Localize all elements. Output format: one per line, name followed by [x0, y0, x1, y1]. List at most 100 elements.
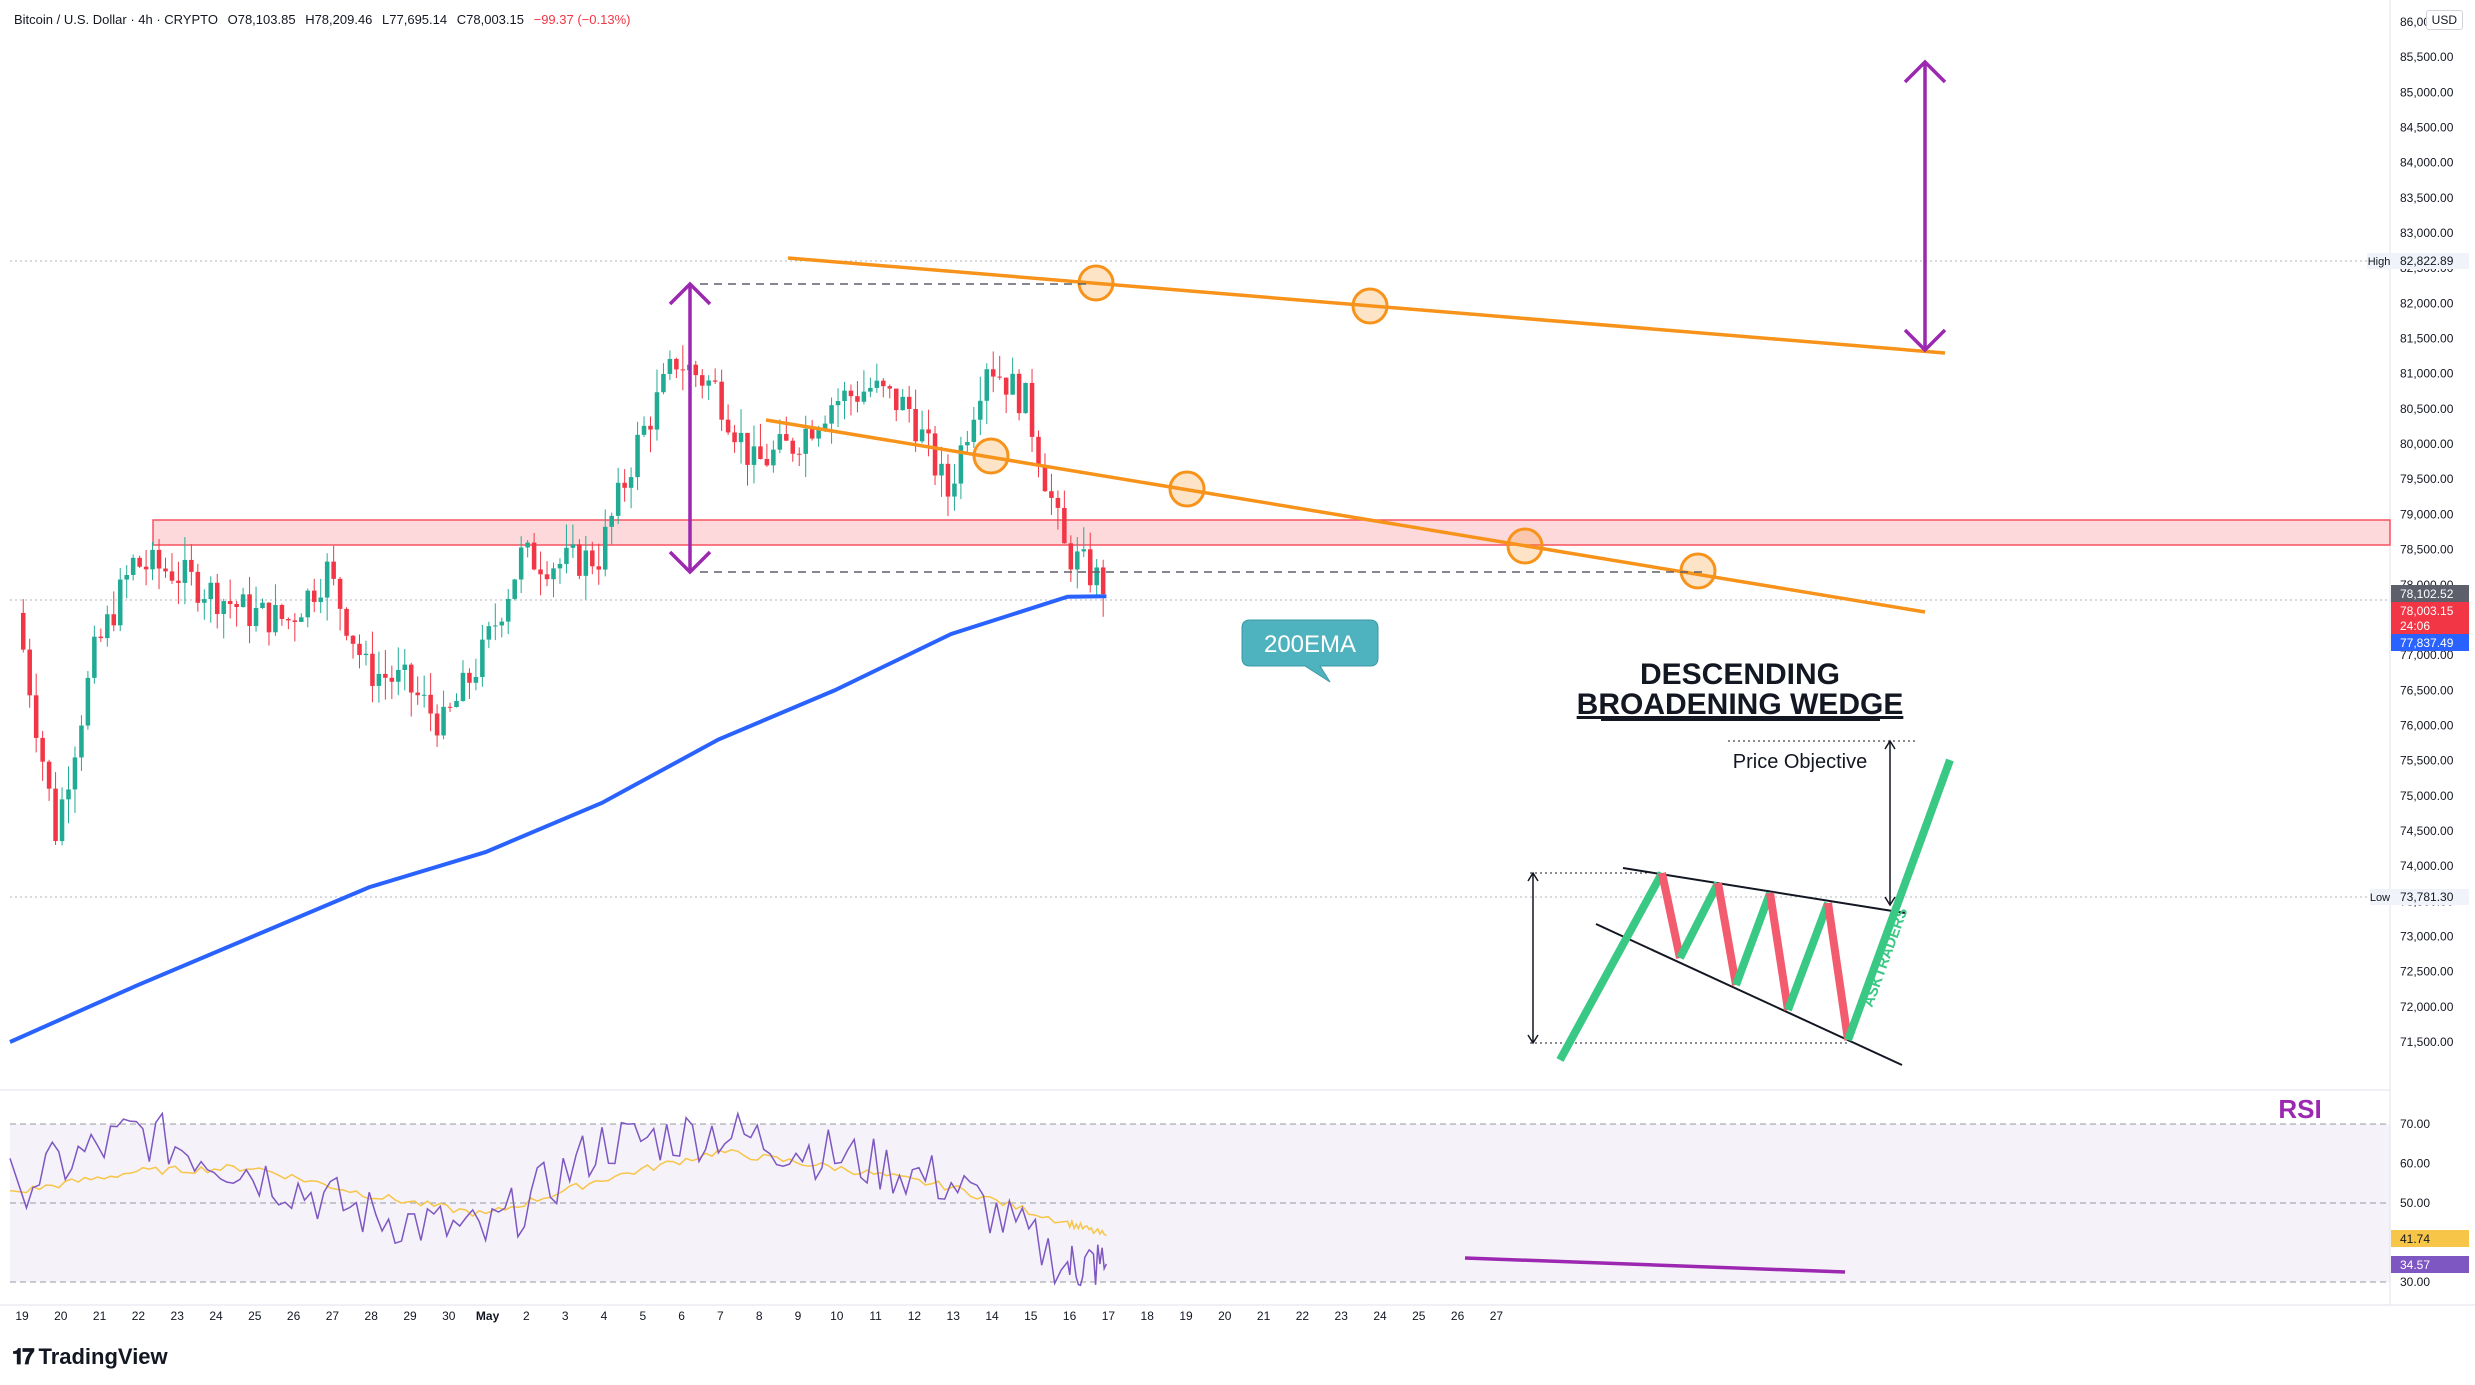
candle-body: [693, 364, 699, 376]
candle-body: [512, 579, 517, 599]
time-tick-label: 25: [248, 1309, 262, 1323]
candle-body: [518, 547, 524, 580]
time-tick-label: May: [476, 1309, 500, 1323]
price-tags: High 82,822.89 Low 73,781.30 78,102.52 7…: [2367, 253, 2469, 1273]
candle-body: [564, 547, 569, 564]
candle-body: [570, 544, 576, 548]
time-tick-label: 22: [1296, 1309, 1310, 1323]
symbol-name[interactable]: Bitcoin / U.S. Dollar · 4h · CRYPTO: [14, 12, 218, 27]
candle-body: [900, 396, 905, 411]
candle-body: [441, 706, 446, 736]
price-tick-label: 80,500.00: [2400, 402, 2454, 416]
price-tick-label: 75,500.00: [2400, 754, 2454, 768]
candle-body: [111, 614, 117, 626]
candle-body: [590, 550, 595, 567]
candle-body: [654, 392, 660, 430]
time-tick-label: 14: [985, 1309, 999, 1323]
candle-body: [1029, 382, 1035, 437]
candle-body: [1049, 491, 1054, 498]
candle-body: [311, 590, 317, 602]
price-tick-label: 81,500.00: [2400, 332, 2454, 346]
candle-body: [137, 557, 142, 567]
time-tick-label: 9: [795, 1309, 802, 1323]
candle-body: [855, 396, 860, 402]
rsi-line: [9, 1111, 1108, 1287]
countdown-tag: 24:06: [2400, 619, 2430, 633]
candle-body: [20, 612, 26, 650]
candle-body: [712, 380, 718, 382]
candle-body: [1010, 373, 1015, 395]
tradingview-logo[interactable]: 𝟏𝟕 TradingView: [12, 1344, 168, 1370]
time-tick-label: 26: [1451, 1309, 1465, 1323]
price-tick-label: 71,500.00: [2400, 1035, 2454, 1049]
candle-body: [169, 571, 175, 581]
price-tick-label: 72,500.00: [2400, 965, 2454, 979]
candle-body: [531, 542, 537, 570]
time-tick-label: 4: [601, 1309, 608, 1323]
pattern-title-line1: DESCENDING: [1640, 658, 1840, 691]
candle-body: [396, 669, 401, 682]
candle-body: [777, 434, 783, 450]
symbol-legend[interactable]: Bitcoin / U.S. Dollar · 4h · CRYPTO O78,…: [14, 12, 636, 27]
candle-body: [402, 664, 408, 670]
pattern-illustration: Price Objective ASKTRADERS: [1527, 739, 1954, 1066]
time-tick-label: 21: [93, 1309, 107, 1323]
legend-close: C78,003.15: [456, 12, 524, 27]
candle-body: [240, 594, 246, 608]
price-tick-label: 81,000.00: [2400, 367, 2454, 381]
candle-body: [958, 445, 964, 484]
time-tick-label: 24: [209, 1309, 223, 1323]
candle-body: [208, 582, 214, 600]
illus-zigzag-up-2: [1676, 881, 1722, 960]
price-tick-label: 76,500.00: [2400, 683, 2454, 697]
illus-upper-line: [1622, 867, 1906, 914]
candle-body: [376, 673, 382, 686]
currency-label[interactable]: USD: [2425, 10, 2463, 30]
price-tick-label: 76,000.00: [2400, 718, 2454, 732]
candle-body: [764, 458, 770, 466]
time-tick-label: 11: [869, 1309, 882, 1323]
time-tick-label: 24: [1373, 1309, 1387, 1323]
illus-zigzag-up-4: [1784, 901, 1832, 1012]
candle-body: [1081, 549, 1087, 552]
candle-body: [557, 563, 563, 569]
candle-body: [790, 440, 796, 454]
candle-body: [641, 425, 647, 435]
candle-body: [363, 653, 369, 656]
price-axis[interactable]: 86,000.0085,500.0085,000.0084,500.0084,0…: [2400, 15, 2454, 1049]
candle-body: [997, 376, 1002, 378]
low-tag: Low: [2370, 892, 2390, 904]
height-arrow: [668, 281, 712, 575]
rsi-title: RSI: [2278, 1094, 2321, 1124]
time-axis[interactable]: 19 20 21 22 23 24 25 26 27 28 29 30 May 2 3 4 5 6 7 8 9 10 11 1…: [15, 1309, 1503, 1323]
candle-body: [337, 578, 343, 609]
candle-body: [745, 432, 750, 465]
candle-body: [913, 409, 918, 442]
candle-body: [978, 400, 983, 420]
candle-body: [758, 446, 763, 459]
candle-body: [538, 569, 543, 575]
legend-high: H78,209.46: [305, 12, 373, 27]
candle-body: [680, 369, 686, 371]
candle-body: [699, 375, 705, 386]
candle-body: [105, 614, 110, 639]
candle-body: [1016, 373, 1022, 414]
candle-body: [357, 643, 362, 656]
time-tick-label: 19: [1179, 1309, 1193, 1323]
candle-body: [816, 429, 821, 439]
touch-circle: [1351, 287, 1389, 325]
lower-trendline: [765, 418, 1926, 614]
candle-body: [130, 557, 136, 575]
candle-body: [221, 601, 226, 615]
time-tick-label: 10: [830, 1309, 844, 1323]
candle-body: [893, 388, 899, 411]
candle-body: [583, 550, 589, 576]
illus-zigzag-down-3: [1766, 892, 1792, 1011]
price-tick-label: 73,000.00: [2400, 929, 2454, 943]
candle-body: [732, 432, 737, 443]
illus-lower-line: [1595, 923, 1903, 1066]
illus-zigzag-up-3: [1732, 891, 1774, 987]
last-price-tag: 78,102.52: [2400, 587, 2454, 601]
candle-body: [577, 544, 582, 576]
